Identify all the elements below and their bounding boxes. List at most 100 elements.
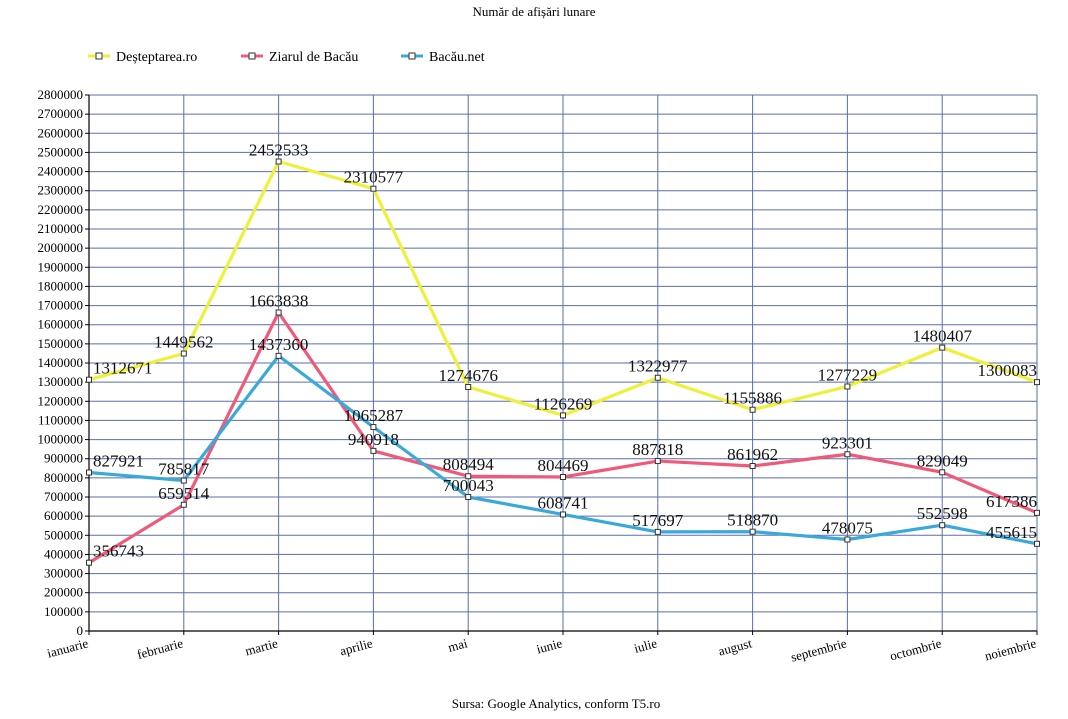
legend-marker [408, 52, 416, 60]
data-label: 1126269 [534, 394, 593, 413]
legend-label: Deșteptarea.ro [116, 50, 197, 65]
y-tick-label: 2300000 [38, 183, 84, 198]
y-tick-label: 1700000 [38, 298, 84, 313]
data-point [275, 309, 282, 316]
y-tick-label: 800000 [44, 470, 83, 485]
data-label: 2452533 [249, 141, 309, 160]
data-point [86, 376, 92, 383]
x-axis: ianuarie februarie martie aprilie mai iunie iu… [45, 631, 1038, 665]
y-tick-label: 2000000 [38, 240, 84, 255]
legend: Deșteptarea.ro Ziarul de Bacău Bacău.net [88, 50, 485, 65]
y-tick-label: 900000 [44, 451, 83, 466]
x-tick-label: februarie [135, 635, 184, 662]
data-point [86, 559, 92, 566]
grid [88, 94, 1038, 632]
y-tick-label: 1600000 [38, 317, 84, 332]
data-point [1034, 379, 1040, 386]
data-point [560, 474, 566, 481]
legend-label: Ziarul de Bacău [269, 50, 358, 65]
x-tick-label: martie [243, 635, 279, 658]
data-point [939, 469, 946, 476]
data-point [654, 458, 661, 465]
x-tick-label: august [717, 635, 754, 658]
y-tick-label: 2500000 [38, 144, 84, 159]
data-point [180, 477, 187, 484]
x-tick-label: septembrie [789, 635, 848, 664]
y-tick-label: 500000 [44, 527, 83, 542]
chart-source: Sursa: Google Analytics, conform T5.ro [452, 696, 660, 711]
legend-marker [95, 52, 103, 60]
data-point [180, 350, 187, 357]
y-tick-label: 1100000 [38, 412, 83, 427]
y-tick-label: 1000000 [38, 432, 84, 447]
data-point [1034, 540, 1040, 547]
data-point [844, 536, 851, 543]
y-tick-label: 2200000 [38, 202, 84, 217]
data-label: 608741 [538, 493, 589, 512]
data-point [370, 447, 377, 454]
data-point [844, 451, 851, 458]
data-label: 1277229 [818, 366, 878, 385]
data-point [370, 185, 377, 192]
data-label: 455615 [986, 523, 1037, 542]
y-tick-label: 600000 [44, 508, 83, 523]
data-label: 808494 [443, 455, 495, 474]
y-tick-label: 700000 [44, 489, 83, 504]
x-tick-label: ianuarie [45, 635, 90, 660]
data-label: 1312671 [93, 359, 153, 378]
data-label: 552598 [917, 504, 968, 523]
data-label: 617386 [986, 492, 1037, 511]
data-point [180, 501, 187, 508]
data-label: 785817 [158, 460, 210, 479]
data-label: 887818 [632, 440, 683, 459]
data-point [275, 352, 282, 359]
data-point [86, 469, 92, 476]
y-tick-label: 1500000 [38, 336, 84, 351]
data-point [465, 473, 472, 480]
y-tick-label: 1400000 [38, 355, 84, 370]
data-label: 356743 [93, 542, 144, 561]
data-point [1034, 509, 1040, 516]
y-axis: 0 100000 200000 300000 400000 500000 600000 700… [38, 87, 89, 638]
data-point [654, 374, 661, 381]
data-label: 1300083 [978, 361, 1038, 380]
y-tick-label: 1800000 [38, 278, 84, 293]
data-label: 1274676 [438, 366, 498, 385]
data-label: 700043 [443, 476, 494, 495]
legend-marker [248, 52, 256, 60]
data-label: 1480407 [912, 327, 972, 346]
data-label: 518870 [727, 511, 778, 530]
x-tick-label: noiembrie [983, 635, 1038, 663]
data-label: 804469 [538, 456, 589, 475]
data-label: 923301 [822, 433, 873, 452]
y-tick-label: 300000 [44, 566, 83, 581]
data-label: 827921 [93, 452, 144, 471]
y-tick-label: 100000 [44, 604, 83, 619]
data-point [749, 528, 756, 535]
data-point [275, 158, 282, 165]
data-point [465, 493, 472, 500]
legend-label: Bacău.net [429, 50, 485, 65]
y-tick-label: 400000 [44, 546, 83, 561]
data-label: 1449562 [154, 333, 214, 352]
data-point [560, 511, 566, 518]
data-point [749, 462, 756, 469]
x-tick-label: octombrie [888, 635, 943, 663]
data-point [560, 412, 566, 419]
data-label: 940918 [348, 430, 399, 449]
data-label: 1322977 [628, 357, 688, 376]
y-tick-label: 2800000 [38, 87, 84, 102]
y-tick-label: 2400000 [38, 164, 84, 179]
data-label: 2310577 [344, 168, 404, 187]
data-point [939, 344, 946, 351]
data-label: 1437360 [249, 335, 309, 354]
data-point [370, 424, 377, 431]
data-label: 1065287 [344, 406, 404, 425]
y-tick-label: 1200000 [38, 393, 84, 408]
y-tick-label: 2600000 [38, 125, 84, 140]
data-point [844, 383, 851, 390]
y-tick-label: 1900000 [38, 259, 84, 274]
x-tick-label: iunie [535, 635, 564, 656]
